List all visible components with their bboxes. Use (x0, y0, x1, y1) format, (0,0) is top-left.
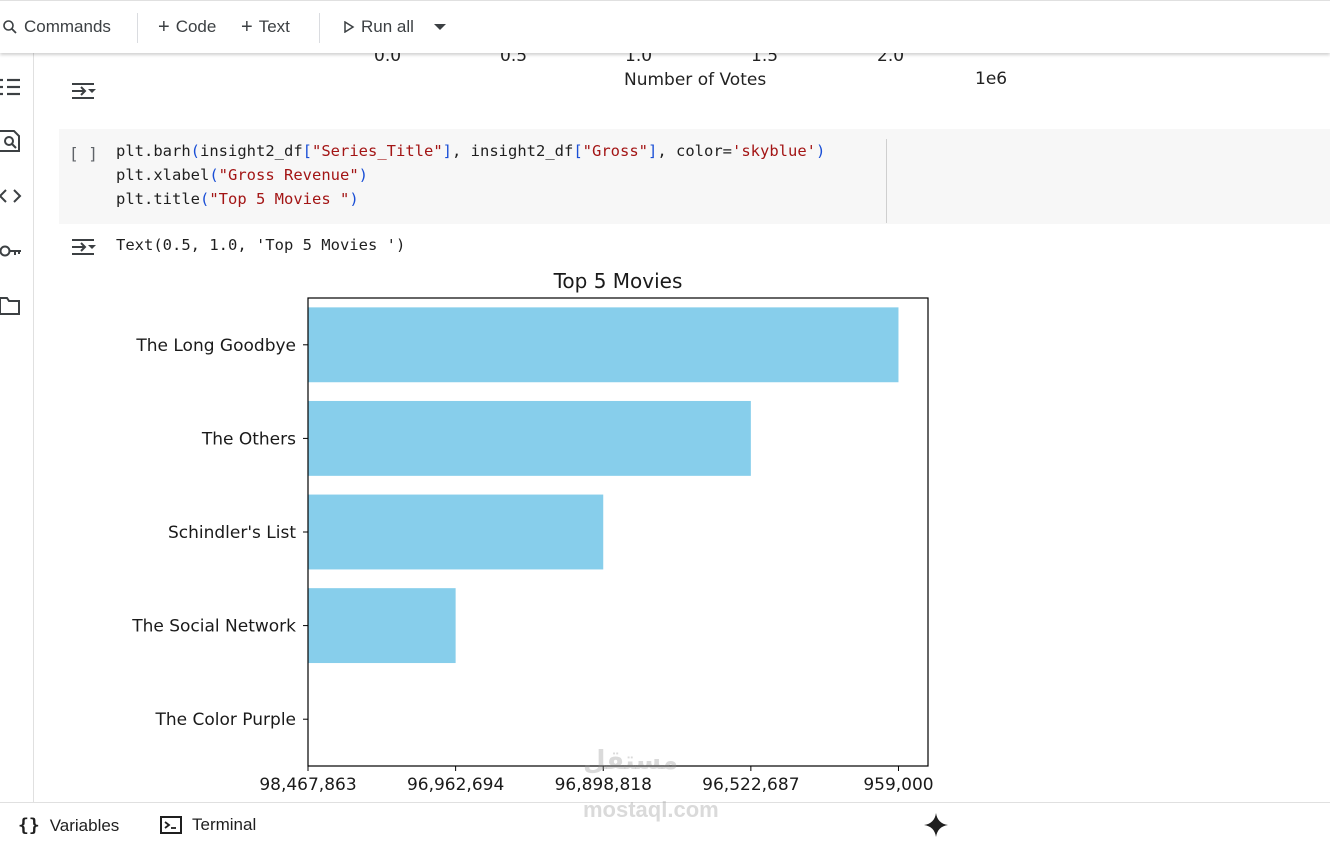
code-token: insight2_df (200, 142, 303, 160)
y-tick-label: The Long Goodbye (135, 336, 296, 356)
code-token: plt.xlabel (116, 166, 210, 184)
run-options-dropdown[interactable] (433, 23, 447, 31)
code-token: plt.barh (116, 142, 191, 160)
code-token: ( (209, 166, 219, 184)
code-token: ) (349, 190, 359, 208)
terminal-label: Terminal (192, 815, 257, 834)
bar (308, 494, 604, 570)
chart-title: Top 5 Movies (553, 269, 683, 293)
prev-x-axis-label: Number of Votes (624, 70, 767, 90)
code-token: ] (442, 142, 452, 160)
secrets-key-icon[interactable] (0, 238, 26, 264)
prev-offset-label: 1e6 (975, 69, 1008, 89)
toolbar-divider (319, 13, 320, 43)
caret-down-icon (434, 24, 446, 30)
code-token: "Gross" (582, 142, 648, 160)
code-cell[interactable]: [ ] plt.barh(insight2_df["Series_Title"]… (59, 129, 1330, 224)
x-tick-label: 98,467,863 (259, 775, 356, 795)
braces-icon: {} (18, 815, 40, 836)
commands-label: Commands (24, 17, 111, 36)
output-actions-icon[interactable] (70, 236, 98, 258)
add-text-button[interactable]: + Text (241, 17, 290, 37)
bar (308, 307, 899, 383)
gemini-sparkle-icon[interactable] (924, 813, 948, 837)
run-all-label: Run all (361, 17, 414, 36)
toolbar-divider (137, 13, 138, 43)
code-token: ) (816, 142, 826, 160)
variables-label: Variables (49, 815, 120, 835)
code-line-1[interactable]: plt.barh(insight2_df["Series_Title"], in… (116, 142, 825, 160)
bottom-bar: {} Variables Terminal (0, 802, 1330, 843)
terminal-button[interactable]: Terminal (160, 815, 256, 835)
code-token: , insight2_df (452, 142, 574, 160)
x-axis-label: Gross Revenue (554, 801, 681, 802)
notebook-toolbar: Commands + Code + Text Run all (0, 0, 1330, 53)
commands-button[interactable]: Commands (2, 17, 111, 37)
code-token: ( (190, 142, 200, 160)
search-icon (3, 20, 17, 34)
y-tick-label: Schindler's List (168, 523, 296, 543)
table-of-contents-icon[interactable] (0, 74, 26, 100)
run-all-button[interactable]: Run all (343, 17, 414, 37)
add-code-button[interactable]: + Code (158, 17, 216, 37)
variables-button[interactable]: {} Variables (18, 815, 119, 836)
plus-icon: + (241, 16, 253, 38)
output-text: Text(0.5, 1.0, 'Top 5 Movies ') (116, 236, 406, 254)
bar-chart: Top 5 Movies The Color Purple The Social N… (131, 269, 933, 802)
code-token: plt.title (116, 190, 200, 208)
code-token: ) (358, 166, 368, 184)
code-token: ( (200, 190, 210, 208)
code-label: Code (175, 17, 217, 36)
play-icon (344, 21, 355, 33)
code-line-2[interactable]: plt.xlabel("Gross Revenue") (116, 166, 368, 184)
y-tick-label: The Others (201, 429, 296, 449)
code-token: "Top 5 Movies " (209, 190, 350, 208)
output-actions-icon[interactable] (70, 80, 98, 102)
code-token: [ (573, 142, 583, 160)
code-token: 'skyblue' (732, 142, 816, 160)
x-tick-label: 96,962,694 (407, 775, 504, 795)
y-tick-label: The Color Purple (155, 710, 297, 730)
code-token: [ (302, 142, 312, 160)
text-label: Text (258, 17, 290, 36)
left-sidebar (0, 52, 34, 802)
code-token: ] (648, 142, 658, 160)
cell-divider (886, 139, 887, 223)
code-token: , color= (657, 142, 732, 160)
bar (308, 400, 751, 476)
x-tick-label: 959,000 (863, 775, 933, 795)
folder-icon[interactable] (0, 293, 26, 319)
plus-icon: + (158, 16, 170, 38)
code-token: "Gross Revenue" (218, 166, 359, 184)
x-tick-label: 96,522,687 (702, 775, 799, 795)
x-tick-label: 96,898,818 (555, 775, 652, 795)
plot-frame (307, 297, 929, 767)
run-cell-button[interactable]: [ ] (69, 144, 98, 163)
bar (308, 588, 456, 664)
code-snippets-icon[interactable] (0, 183, 26, 209)
watermark-latin: mostaql.com (583, 797, 719, 822)
code-line-3[interactable]: plt.title("Top 5 Movies ") (116, 190, 359, 208)
code-token: "Series_Title" (312, 142, 443, 160)
watermark-arabic: مستقل (583, 745, 679, 775)
y-tick-label: The Social Network (131, 617, 296, 637)
terminal-icon (160, 816, 182, 834)
find-replace-icon[interactable] (0, 128, 26, 154)
